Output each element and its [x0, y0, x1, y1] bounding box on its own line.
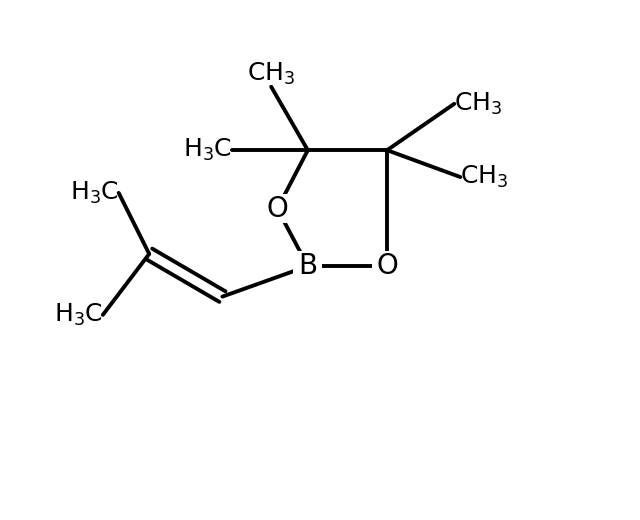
Text: H$_3$C: H$_3$C	[54, 302, 103, 328]
FancyBboxPatch shape	[372, 252, 402, 281]
Text: H$_3$C: H$_3$C	[183, 137, 232, 163]
Text: O: O	[376, 252, 398, 280]
Text: CH$_3$: CH$_3$	[454, 90, 502, 117]
Text: O: O	[266, 195, 288, 223]
Text: H$_3$C: H$_3$C	[70, 180, 118, 206]
FancyBboxPatch shape	[293, 252, 323, 281]
Text: CH$_3$: CH$_3$	[460, 164, 509, 190]
Text: CH$_3$: CH$_3$	[247, 60, 295, 87]
FancyBboxPatch shape	[262, 194, 292, 224]
Text: B: B	[298, 252, 317, 280]
